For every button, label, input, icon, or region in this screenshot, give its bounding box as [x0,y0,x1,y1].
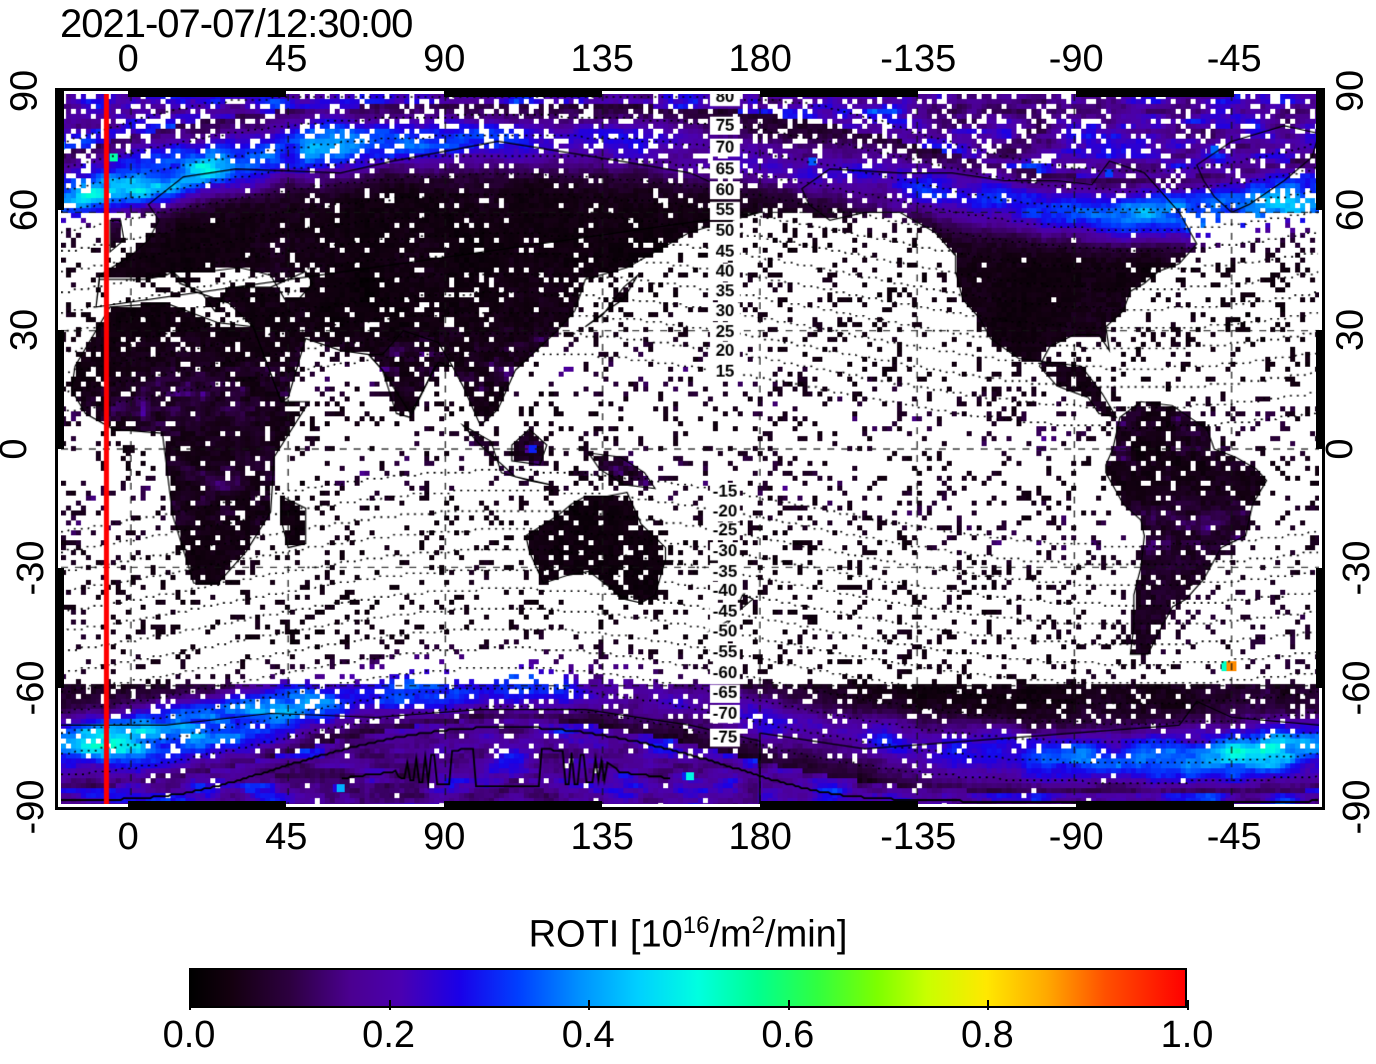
x-tick-label: 45 [265,816,308,858]
axis-tick-band [1076,801,1235,807]
axis-tick-band [444,91,603,97]
x-tick-label: 180 [728,816,792,858]
colorbar-tick-label: 1.0 [1160,1014,1214,1056]
axis-tick-band [1076,91,1235,97]
colorbar-gradient[interactable] [189,968,1187,1008]
colorbar-tick-label: 0.6 [761,1014,815,1056]
colorbar-tick-label: 0.0 [162,1014,216,1056]
colorbar-tick [189,1000,191,1010]
colorbar-tick [1187,1000,1189,1010]
x-tick-label: -135 [880,816,957,858]
y-tick-label: -30 [9,540,52,596]
x-tick-label: -90 [1048,38,1104,80]
axis-tick-band [1316,91,1322,211]
colorbar-title: ROTI [1016/m2/min] [0,912,1376,957]
colorbar-tick [787,1000,790,1010]
x-tick-label: -90 [1048,816,1104,858]
x-tick-label: 45 [265,38,308,80]
axis-tick-band [1316,329,1322,449]
colorbar-tick-label: 0.8 [960,1014,1014,1056]
x-tick-label: -45 [1206,38,1262,80]
colorbar-label-exponent-2: 2 [751,912,766,939]
page-title: 2021-07-07/12:30:00 [60,2,413,46]
y-tick-label: -60 [9,660,52,716]
x-tick-label: 0 [117,816,139,858]
axis-tick-band [128,91,287,97]
colorbar-tick [588,1000,591,1010]
y-tick-label: -90 [1335,779,1376,835]
axis-tick-band [760,801,919,807]
map-inner [61,94,1319,804]
colorbar-tick-label: 0.4 [561,1014,615,1056]
axis-tick-band [1316,568,1322,688]
colorbar-tick [987,1000,990,1010]
y-tick-label: 0 [0,438,36,459]
x-tick-label: 180 [728,38,792,80]
y-tick-label: -30 [1335,540,1376,596]
axis-tick-band [58,91,64,211]
axis-tick-band [58,329,64,449]
colorbar-label-tail: /m [709,913,752,956]
colorbar-label-exponent: 16 [682,912,710,939]
y-tick-label: 90 [1329,69,1372,113]
axis-tick-band [760,91,919,97]
y-tick-label: 0 [1319,438,1362,460]
colorbar-label-main: ROTI [10 [528,913,683,956]
axis-tick-band [58,568,64,688]
x-tick-label: 135 [570,816,634,858]
map-plot-frame [55,88,1325,810]
roti-heatmap-canvas [61,94,1319,804]
y-tick-label: 60 [1329,189,1372,232]
y-tick-label: 60 [3,189,46,232]
axis-tick-band [128,801,287,807]
y-tick-label: 30 [3,308,46,351]
y-tick-label: -90 [9,779,52,835]
x-tick-label: 135 [570,38,634,80]
colorbar-tick-label: 0.2 [362,1014,416,1056]
colorbar-label-tail-2: /min] [765,913,848,956]
x-tick-label: 90 [423,38,466,80]
x-tick-label: 0 [117,38,139,80]
colorbar-tick [388,1000,391,1010]
axis-tick-band [444,801,603,807]
y-tick-label: 30 [1329,308,1372,351]
y-tick-label: 90 [3,69,46,113]
x-tick-label: 90 [423,816,466,858]
y-tick-label: -60 [1335,660,1376,716]
x-tick-label: -45 [1206,816,1262,858]
x-tick-label: -135 [880,38,957,80]
